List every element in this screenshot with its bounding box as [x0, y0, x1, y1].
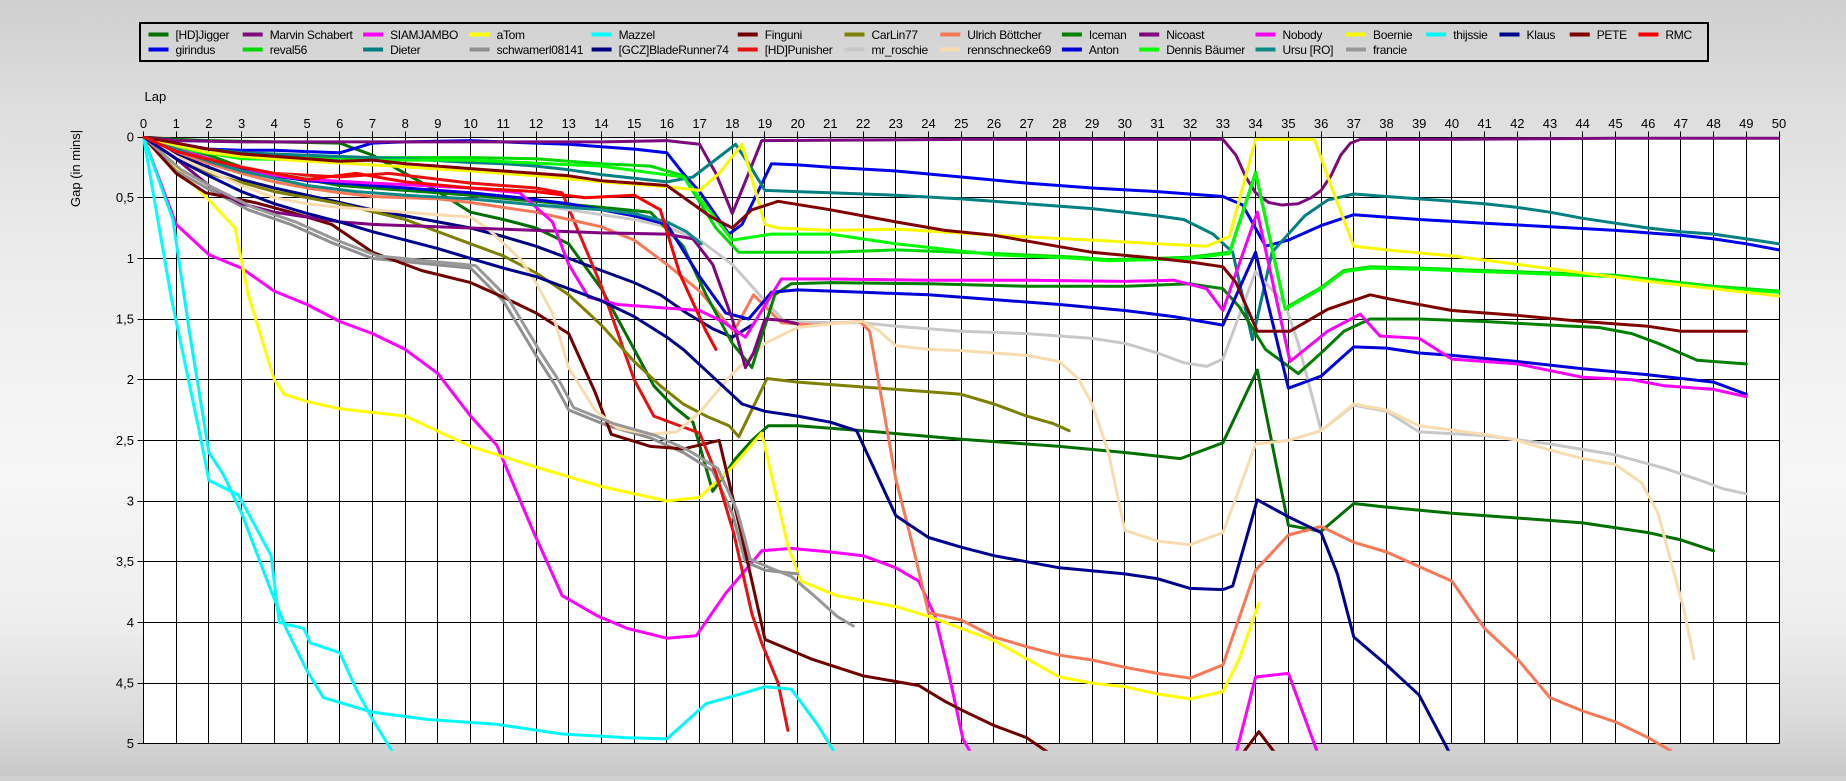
svg-text:girindus: girindus	[176, 43, 216, 57]
svg-text:18: 18	[725, 116, 739, 131]
svg-text:Finguni: Finguni	[765, 28, 802, 42]
svg-text:Mazzel: Mazzel	[619, 28, 655, 42]
svg-text:49: 49	[1739, 116, 1753, 131]
svg-text:24: 24	[921, 116, 935, 131]
svg-text:CarLin77: CarLin77	[872, 28, 919, 42]
svg-text:[HD]Punisher: [HD]Punisher	[765, 43, 833, 57]
svg-text:0,5: 0,5	[116, 190, 134, 205]
svg-text:2: 2	[127, 372, 134, 387]
svg-text:schwamerl08141: schwamerl08141	[497, 43, 584, 57]
svg-text:Marvin Schabert: Marvin Schabert	[270, 28, 354, 42]
svg-text:francie: francie	[1373, 43, 1408, 57]
svg-text:3,5: 3,5	[116, 554, 134, 569]
svg-text:mr_roschie: mr_roschie	[872, 43, 929, 57]
svg-text:28: 28	[1052, 116, 1066, 131]
svg-text:5: 5	[127, 736, 134, 751]
svg-text:38: 38	[1379, 116, 1393, 131]
svg-text:15: 15	[627, 116, 641, 131]
svg-text:3: 3	[238, 116, 245, 131]
svg-text:4: 4	[127, 615, 134, 630]
svg-text:Boernie: Boernie	[1373, 28, 1413, 42]
svg-text:7: 7	[369, 116, 376, 131]
svg-text:1,5: 1,5	[116, 312, 134, 327]
svg-text:31: 31	[1150, 116, 1164, 131]
svg-text:2: 2	[205, 116, 212, 131]
svg-text:14: 14	[594, 116, 608, 131]
svg-text:reval56: reval56	[270, 43, 308, 57]
svg-text:35: 35	[1281, 116, 1295, 131]
svg-text:Anton: Anton	[1089, 43, 1119, 57]
svg-text:23: 23	[889, 116, 903, 131]
svg-text:25: 25	[954, 116, 968, 131]
svg-text:39: 39	[1412, 116, 1426, 131]
svg-text:46: 46	[1641, 116, 1655, 131]
svg-text:Klaus: Klaus	[1527, 28, 1556, 42]
svg-text:45: 45	[1608, 116, 1622, 131]
svg-text:RMC: RMC	[1665, 28, 1692, 42]
svg-text:50: 50	[1772, 116, 1786, 131]
svg-text:19: 19	[758, 116, 772, 131]
svg-text:22: 22	[856, 116, 870, 131]
svg-text:Lap: Lap	[145, 89, 167, 104]
svg-text:6: 6	[336, 116, 343, 131]
svg-text:20: 20	[790, 116, 804, 131]
svg-text:37: 37	[1347, 116, 1361, 131]
svg-text:aTom: aTom	[497, 28, 525, 42]
svg-text:41: 41	[1477, 116, 1491, 131]
svg-text:4: 4	[271, 116, 278, 131]
svg-text:PETE: PETE	[1597, 28, 1627, 42]
svg-text:1: 1	[127, 251, 134, 266]
svg-text:2,5: 2,5	[116, 433, 134, 448]
svg-text:16: 16	[660, 116, 674, 131]
svg-text:44: 44	[1575, 116, 1589, 131]
svg-text:9: 9	[434, 116, 441, 131]
svg-text:rennschnecke69: rennschnecke69	[967, 43, 1051, 57]
svg-text:Gap (in mins|: Gap (in mins|	[68, 130, 83, 207]
svg-text:47: 47	[1674, 116, 1688, 131]
svg-text:thijssie: thijssie	[1453, 28, 1488, 42]
svg-text:Dennis Bäumer: Dennis Bäumer	[1166, 43, 1245, 57]
svg-text:26: 26	[987, 116, 1001, 131]
svg-text:1: 1	[173, 116, 180, 131]
svg-text:12: 12	[529, 116, 543, 131]
svg-text:30: 30	[1118, 116, 1132, 131]
svg-text:Ulrich Böttcher: Ulrich Böttcher	[967, 28, 1041, 42]
svg-text:36: 36	[1314, 116, 1328, 131]
svg-text:Ursu [RO]: Ursu [RO]	[1283, 43, 1334, 57]
svg-text:34: 34	[1248, 116, 1262, 131]
svg-text:43: 43	[1543, 116, 1557, 131]
svg-text:29: 29	[1085, 116, 1099, 131]
svg-text:17: 17	[692, 116, 706, 131]
svg-text:[HD]Jigger: [HD]Jigger	[176, 28, 230, 42]
svg-text:3: 3	[127, 494, 134, 509]
svg-text:32: 32	[1183, 116, 1197, 131]
svg-text:5: 5	[303, 116, 310, 131]
svg-text:0: 0	[127, 130, 134, 145]
svg-text:40: 40	[1445, 116, 1459, 131]
svg-text:0: 0	[140, 116, 147, 131]
svg-text:Dieter: Dieter	[390, 43, 421, 57]
svg-text:42: 42	[1510, 116, 1524, 131]
svg-text:[GCZ]BladeRunner74: [GCZ]BladeRunner74	[619, 43, 730, 57]
svg-text:33: 33	[1216, 116, 1230, 131]
svg-text:8: 8	[402, 116, 409, 131]
svg-text:Nobody: Nobody	[1283, 28, 1323, 42]
svg-text:SIAMJAMBO: SIAMJAMBO	[390, 28, 458, 42]
svg-text:27: 27	[1019, 116, 1033, 131]
svg-text:10: 10	[463, 116, 477, 131]
svg-text:13: 13	[561, 116, 575, 131]
svg-text:Iceman: Iceman	[1089, 28, 1127, 42]
svg-text:48: 48	[1706, 116, 1720, 131]
svg-text:4,5: 4,5	[116, 676, 134, 691]
svg-text:Nicoast: Nicoast	[1166, 28, 1205, 42]
svg-text:21: 21	[823, 116, 837, 131]
svg-text:11: 11	[497, 116, 511, 131]
